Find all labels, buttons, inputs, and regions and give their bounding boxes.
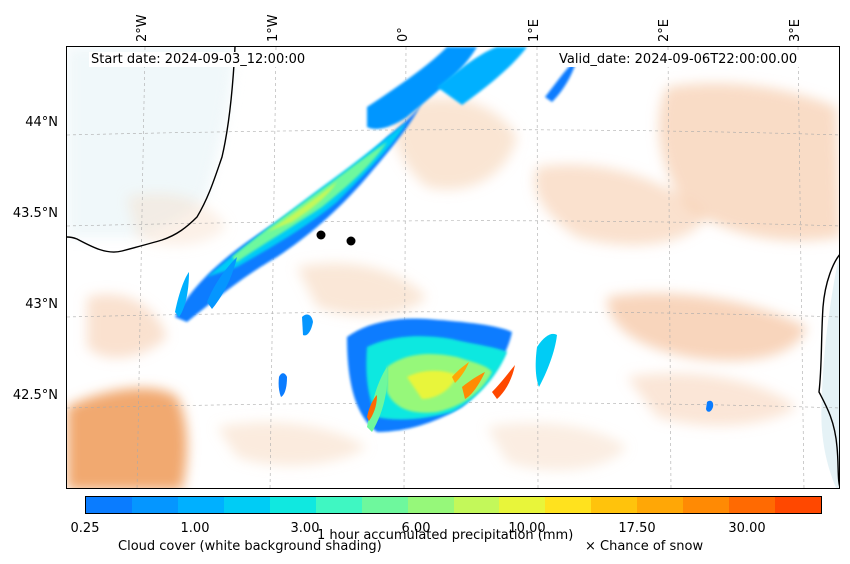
snow-legend: × Chance of snow [585, 539, 704, 554]
graticule [67, 47, 839, 488]
colorbar-swatch [86, 497, 132, 513]
colorbar-swatch [131, 497, 178, 513]
start-date: Start date: 2024-09-03_12:00:00 [89, 52, 308, 67]
lon-label-1w: 1°W [266, 14, 281, 42]
colorbar-tick: 1.00 [180, 521, 210, 536]
lon-label-3e: 3°E [788, 19, 803, 42]
colorbar-swatch [683, 497, 730, 513]
cloud-cover-legend: Cloud cover (white background shading) [118, 539, 382, 554]
colorbar-swatch [637, 497, 684, 513]
lat-label-44: 44°N [25, 115, 58, 130]
colorbar-swatch [407, 497, 454, 513]
coastline [67, 47, 839, 487]
lon-label-0: 0° [396, 27, 411, 42]
colorbar-swatch [729, 497, 776, 513]
colorbar-swatch [453, 497, 500, 513]
colorbar-tick: 17.50 [618, 521, 656, 536]
colorbar-tick: 0.25 [70, 521, 100, 536]
colorbar-swatch [591, 497, 638, 513]
colorbar-swatch [315, 497, 362, 513]
station-marker [346, 236, 356, 246]
colorbar-tick: 30.00 [728, 521, 766, 536]
station-marker [316, 230, 326, 240]
colorbar-swatch [499, 497, 546, 513]
colorbar-title: 1 hour accumulated precipitation (mm) [317, 528, 574, 543]
colorbar-swatch [269, 497, 316, 513]
lat-label-43-5: 43.5°N [12, 206, 58, 221]
colorbar-tick: 6.00 [401, 521, 431, 536]
lat-label-42-5: 42.5°N [12, 388, 58, 403]
colorbar-swatch [775, 497, 821, 513]
colorbar-tick: 10.00 [508, 521, 546, 536]
colorbar-tick: 3.00 [290, 521, 320, 536]
precipitation-colorbar [85, 496, 822, 514]
colorbar-swatch [177, 497, 224, 513]
colorbar-swatch [223, 497, 270, 513]
colorbar-swatch [361, 497, 408, 513]
lon-label-2e: 2°E [657, 19, 672, 42]
valid-date: Valid_date: 2024-09-06T22:00:00.00 [557, 52, 800, 67]
lon-label-2w: 2°W [135, 14, 150, 42]
map-panel: Start date: 2024-09-03_12:00:00 Valid_da… [66, 46, 840, 489]
cloud-cover-shading [67, 83, 839, 488]
lat-label-43: 43°N [25, 297, 58, 312]
precipitation-field [175, 47, 714, 432]
colorbar-swatch [545, 497, 592, 513]
map-canvas [67, 47, 839, 488]
lon-label-1e: 1°E [527, 19, 542, 42]
